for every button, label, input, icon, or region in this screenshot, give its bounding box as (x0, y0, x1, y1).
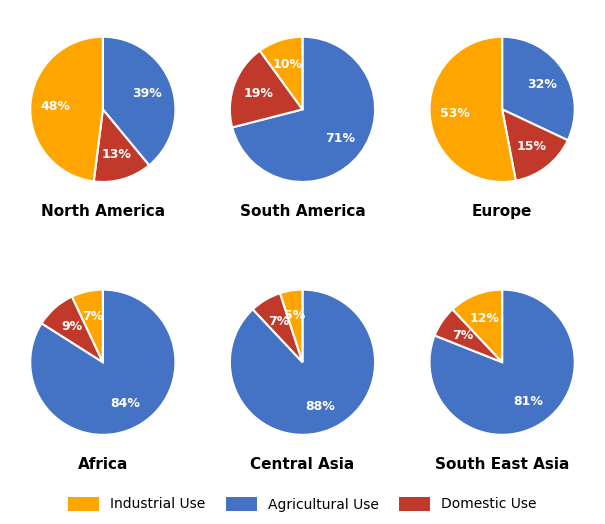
Text: 53%: 53% (440, 107, 470, 121)
Wedge shape (230, 51, 302, 127)
Wedge shape (280, 290, 302, 362)
Text: 32%: 32% (527, 78, 557, 91)
Text: 48%: 48% (41, 100, 71, 113)
Text: 39%: 39% (132, 87, 162, 100)
Text: 84%: 84% (111, 397, 140, 410)
Text: 10%: 10% (273, 58, 303, 71)
Wedge shape (30, 290, 175, 435)
Title: North America: North America (41, 204, 165, 220)
Title: Europe: Europe (472, 204, 532, 220)
Wedge shape (430, 37, 515, 182)
Wedge shape (253, 293, 302, 362)
Wedge shape (72, 290, 103, 362)
Title: South East Asia: South East Asia (435, 457, 569, 472)
Wedge shape (230, 290, 375, 435)
Title: South America: South America (240, 204, 365, 220)
Text: 5%: 5% (284, 309, 306, 322)
Wedge shape (30, 37, 103, 181)
Wedge shape (430, 290, 575, 435)
Text: 13%: 13% (101, 148, 131, 161)
Text: 7%: 7% (268, 315, 289, 328)
Text: 15%: 15% (516, 140, 546, 153)
Wedge shape (260, 37, 302, 110)
Text: 88%: 88% (305, 400, 335, 412)
Wedge shape (232, 37, 375, 182)
Wedge shape (94, 110, 149, 182)
Text: 7%: 7% (453, 329, 474, 342)
Wedge shape (103, 37, 175, 165)
Wedge shape (434, 309, 502, 362)
Title: Central Asia: Central Asia (250, 457, 355, 472)
Wedge shape (502, 110, 568, 181)
Text: 12%: 12% (469, 312, 500, 325)
Text: 19%: 19% (243, 87, 273, 100)
Text: 7%: 7% (82, 310, 103, 323)
Wedge shape (502, 37, 575, 140)
Text: 9%: 9% (61, 320, 82, 333)
Title: Africa: Africa (77, 457, 128, 472)
Legend: Industrial Use, Agricultural Use, Domestic Use: Industrial Use, Agricultural Use, Domest… (63, 491, 542, 517)
Text: 81%: 81% (514, 395, 544, 408)
Text: 71%: 71% (325, 132, 355, 145)
Wedge shape (453, 290, 502, 362)
Wedge shape (42, 297, 103, 362)
